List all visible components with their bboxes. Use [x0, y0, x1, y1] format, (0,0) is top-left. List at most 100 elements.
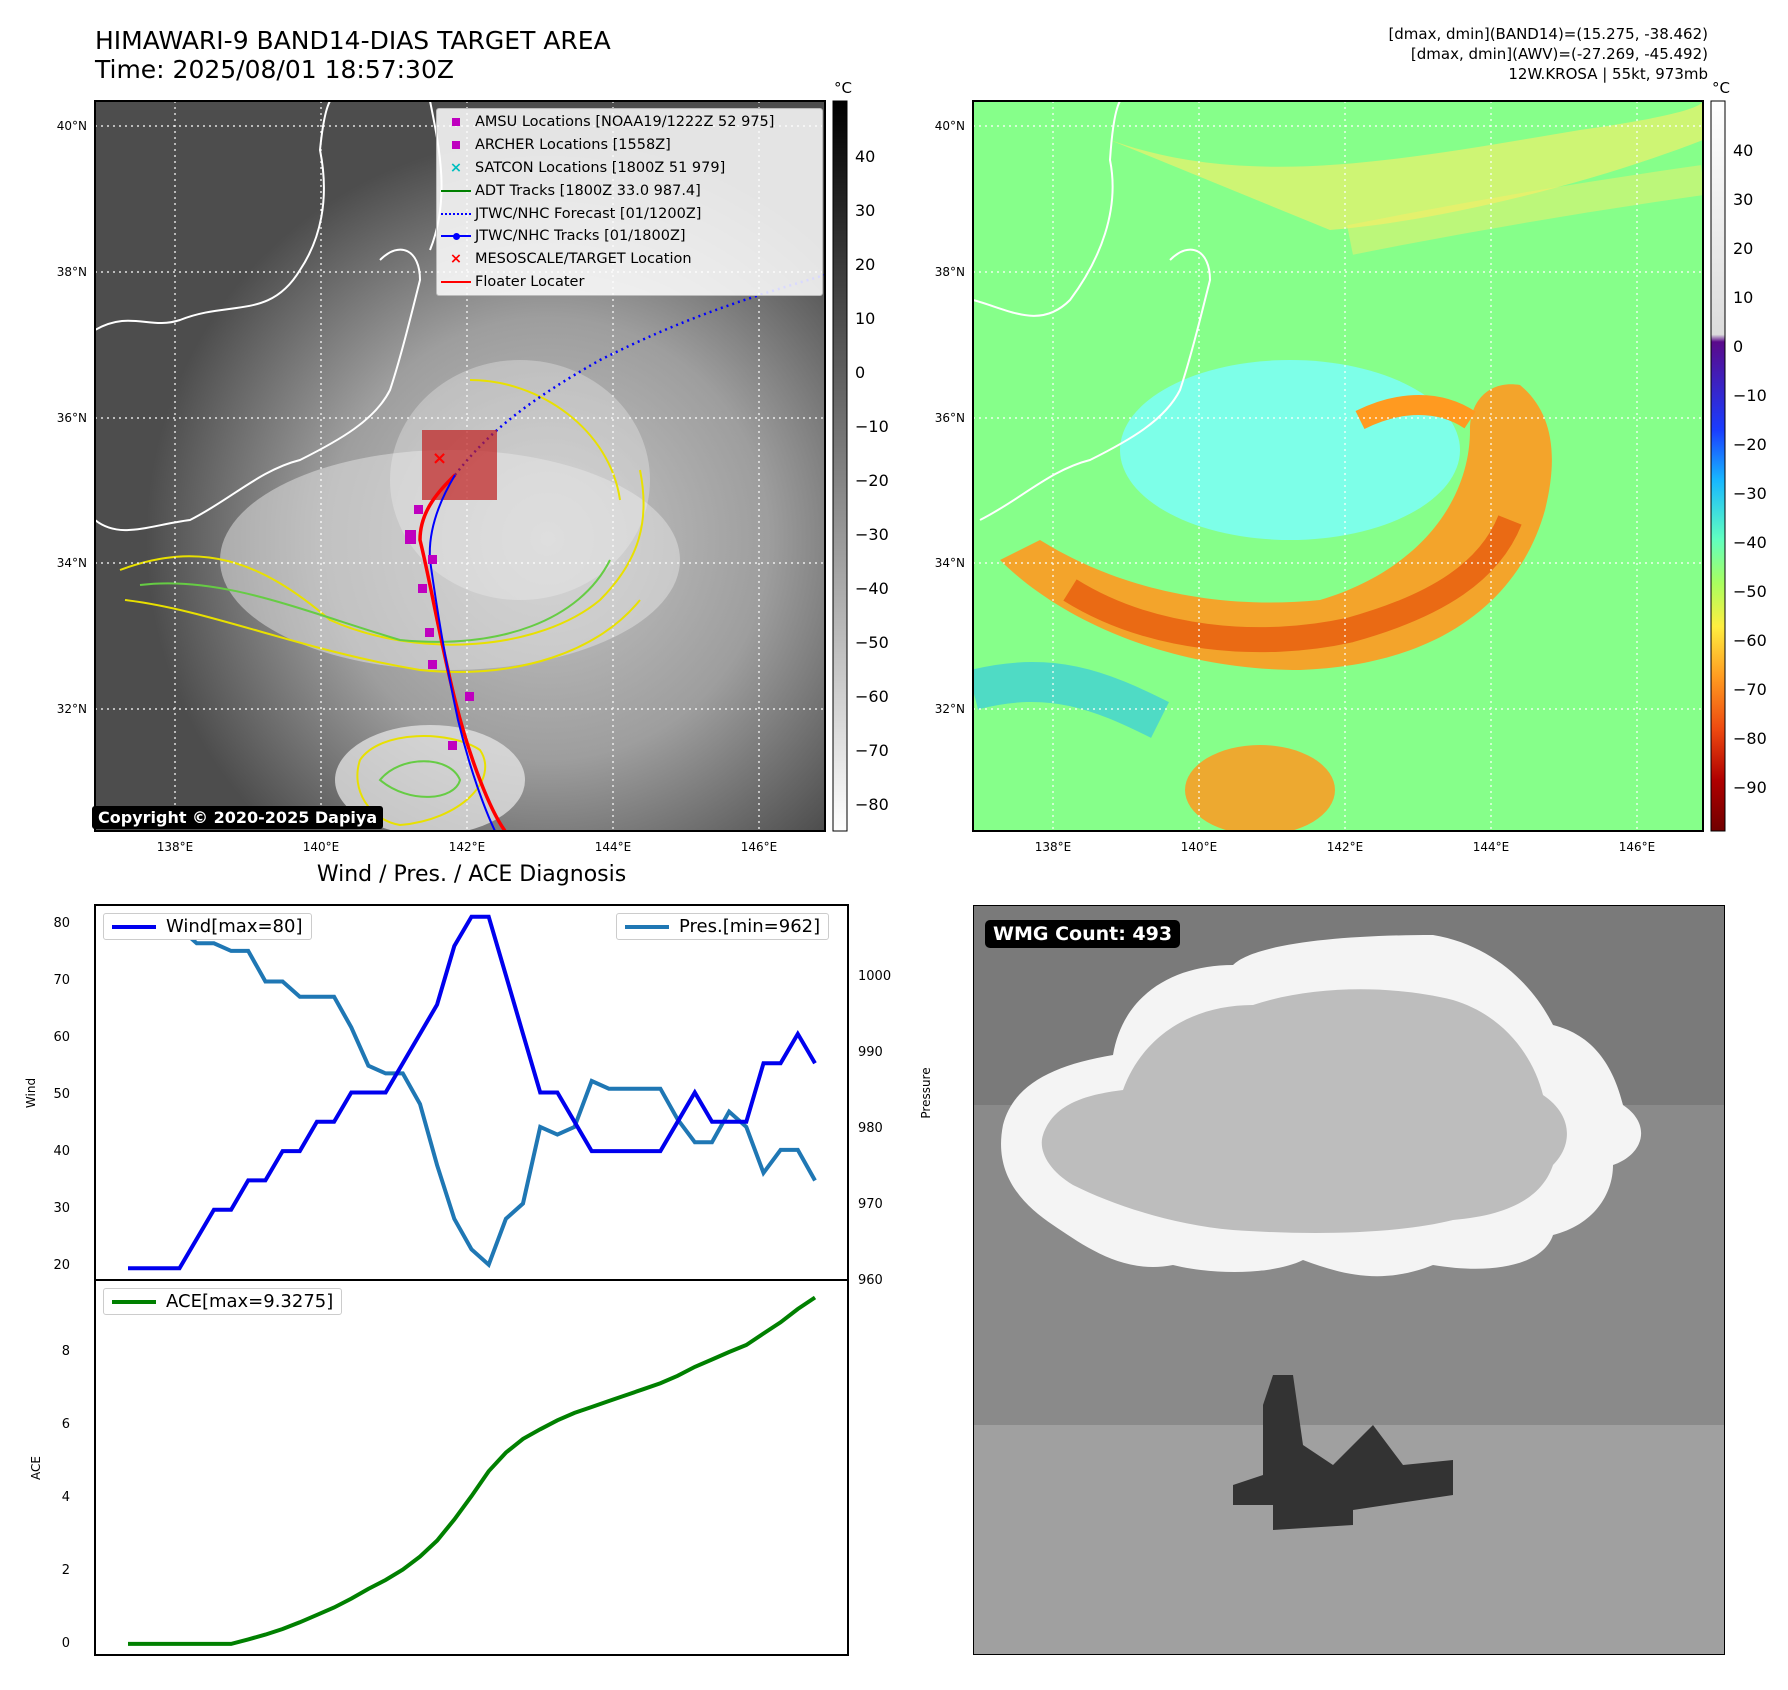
square-marker-icon: [437, 118, 475, 127]
square-marker-icon: [437, 141, 475, 150]
ace-legend: ACE[max=9.3275]: [103, 1288, 343, 1315]
legend-item-archer: ARCHER Locations [1558Z]: [437, 134, 822, 157]
line-icon: [437, 189, 475, 192]
colorbar-tick: −60: [1733, 631, 1767, 650]
ace-tick: 0: [62, 1636, 70, 1651]
legend-label: MESOSCALE/TARGET Location: [475, 251, 692, 268]
colorbar-tick: 30: [855, 201, 875, 220]
wind-legend: Wind[max=80]: [103, 913, 312, 940]
lat-label: 38°N: [57, 265, 87, 279]
wind-axis-label: Wind: [24, 1078, 38, 1108]
ace-axis-label: ACE: [29, 1456, 43, 1480]
ace-swatch-icon: [112, 1299, 156, 1304]
lon-label: 140°E: [303, 840, 340, 854]
x-marker-icon: ×: [449, 251, 463, 268]
lon-label: 140°E: [1181, 840, 1218, 854]
pressure-tick: 960: [858, 1273, 883, 1288]
ace-tick: 4: [62, 1490, 70, 1505]
legend-label: Floater Locater: [475, 273, 585, 290]
awv-colorbar-unit: °C: [1712, 79, 1730, 97]
colorbar-tick: −30: [1733, 484, 1767, 503]
legend-item-floater: Floater Locater: [437, 271, 822, 294]
colorbar-tick: −70: [855, 741, 889, 760]
lat-label: 36°N: [935, 411, 965, 425]
pressure-legend: Pres.[min=962]: [616, 913, 830, 940]
colorbar-tick: 40: [855, 147, 875, 166]
lat-label: 40°N: [57, 119, 87, 133]
pressure-tick: 980: [858, 1121, 883, 1136]
legend-label: AMSU Locations [NOAA19/1222Z 52 975]: [475, 114, 775, 131]
lon-label: 146°E: [741, 840, 778, 854]
wind-tick: 50: [53, 1087, 70, 1102]
colorbar-tick: −80: [855, 795, 889, 814]
legend-item-tracks: JTWC/NHC Tracks [01/1800Z]: [437, 225, 822, 248]
diagnosis-chart: 80 70 60 50 40 30 20 Wind 1000 990 980 9…: [24, 904, 933, 1656]
lat-label: 34°N: [935, 556, 965, 570]
wind-legend-label: Wind[max=80]: [166, 916, 303, 937]
colorbar-tick: 30: [1733, 190, 1753, 209]
info-line-2: [dmax, dmin](AWV)=(-27.269, -45.492): [1410, 45, 1708, 63]
colorbar-tick: 10: [855, 309, 875, 328]
wind-tick: 30: [53, 1201, 70, 1216]
ir-map-panel: × 40°N 38°N 36°N 34°N 32°N 138°E 140°E 1…: [57, 79, 1767, 854]
colorbar-tick: −40: [855, 579, 889, 598]
figure-title: HIMAWARI-9 BAND14-DIAS TARGET AREA Time:…: [95, 26, 611, 84]
colorbar-tick: −20: [1733, 435, 1767, 454]
ir-lon-labels: 138°E 140°E 142°E 144°E 146°E: [157, 840, 778, 854]
title-line-1: HIMAWARI-9 BAND14-DIAS TARGET AREA: [95, 26, 611, 55]
archer-markers: [405, 505, 474, 750]
legend-label: ARCHER Locations [1558Z]: [475, 137, 671, 154]
legend-label: JTWC/NHC Forecast [01/1200Z]: [475, 205, 702, 222]
colorbar-tick: −40: [1733, 533, 1767, 552]
ace-ticks: 8 6 4 2 0: [62, 1344, 70, 1651]
lat-label: 32°N: [57, 702, 87, 716]
legend-item-amsu: AMSU Locations [NOAA19/1222Z 52 975]: [437, 111, 822, 134]
ace-tick: 2: [62, 1563, 70, 1578]
colorbar-tick: −70: [1733, 680, 1767, 699]
pressure-series-line: [128, 918, 817, 1269]
pressure-axis-label: Pressure: [919, 1067, 933, 1118]
title-line-2: Time: 2025/08/01 18:57:30Z: [95, 55, 454, 84]
ir-colorbar: [832, 100, 848, 832]
awv-colorbar: [1710, 100, 1726, 832]
pressure-legend-label: Pres.[min=962]: [679, 916, 821, 937]
lon-label: 142°E: [1327, 840, 1364, 854]
colorbar-tick: −80: [1733, 729, 1767, 748]
ace-tick: 6: [62, 1417, 70, 1432]
colorbar-tick: −50: [1733, 582, 1767, 601]
legend-label: ADT Tracks [1800Z 33.0 987.4]: [475, 182, 701, 199]
ace-legend-label: ACE[max=9.3275]: [166, 1291, 334, 1312]
wind-tick: 70: [53, 973, 70, 988]
map-gridlines: [973, 101, 1703, 831]
info-line-3: 12W.KROSA | 55kt, 973mb: [1508, 65, 1708, 83]
legend-label: SATCON Locations [1800Z 51 979]: [475, 159, 726, 176]
ir-lat-labels: 40°N 38°N 36°N 34°N 32°N: [57, 119, 87, 716]
lon-label: 138°E: [1035, 840, 1072, 854]
awv-imagery: [973, 101, 1703, 831]
awv-lon-labels: 138°E 140°E 142°E 144°E 146°E: [1035, 840, 1656, 854]
legend-item-satcon: × SATCON Locations [1800Z 51 979]: [437, 157, 822, 180]
colorbar-tick: 20: [1733, 239, 1753, 258]
target-marker: ×: [432, 448, 447, 469]
wind-swatch-icon: [112, 924, 156, 929]
x-marker-icon: ×: [449, 159, 463, 176]
ir-map-legend: AMSU Locations [NOAA19/1222Z 52 975] ARC…: [436, 108, 823, 297]
lon-label: 138°E: [157, 840, 194, 854]
wind-tick: 60: [53, 1030, 70, 1045]
colorbar-tick: −90: [1733, 778, 1767, 797]
colorbar-tick: −10: [855, 417, 889, 436]
lon-label: 144°E: [1473, 840, 1510, 854]
pressure-tick: 990: [858, 1045, 883, 1060]
pressure-ticks: 1000 990 980 970 960: [858, 969, 891, 1288]
colorbar-tick: −30: [855, 525, 889, 544]
legend-item-adt: ADT Tracks [1800Z 33.0 987.4]: [437, 179, 822, 202]
legend-item-forecast: JTWC/NHC Forecast [01/1200Z]: [437, 202, 822, 225]
dotted-line-icon: [437, 212, 475, 215]
diagnosis-title: Wind / Pres. / ACE Diagnosis: [316, 862, 627, 887]
lat-label: 32°N: [935, 702, 965, 716]
colorbar-tick: −60: [855, 687, 889, 706]
colorbar-tick: 20: [855, 255, 875, 274]
target-box: [422, 430, 497, 500]
pressure-swatch-icon: [625, 924, 669, 929]
awv-lat-labels: 40°N 38°N 36°N 34°N 32°N: [935, 119, 965, 716]
